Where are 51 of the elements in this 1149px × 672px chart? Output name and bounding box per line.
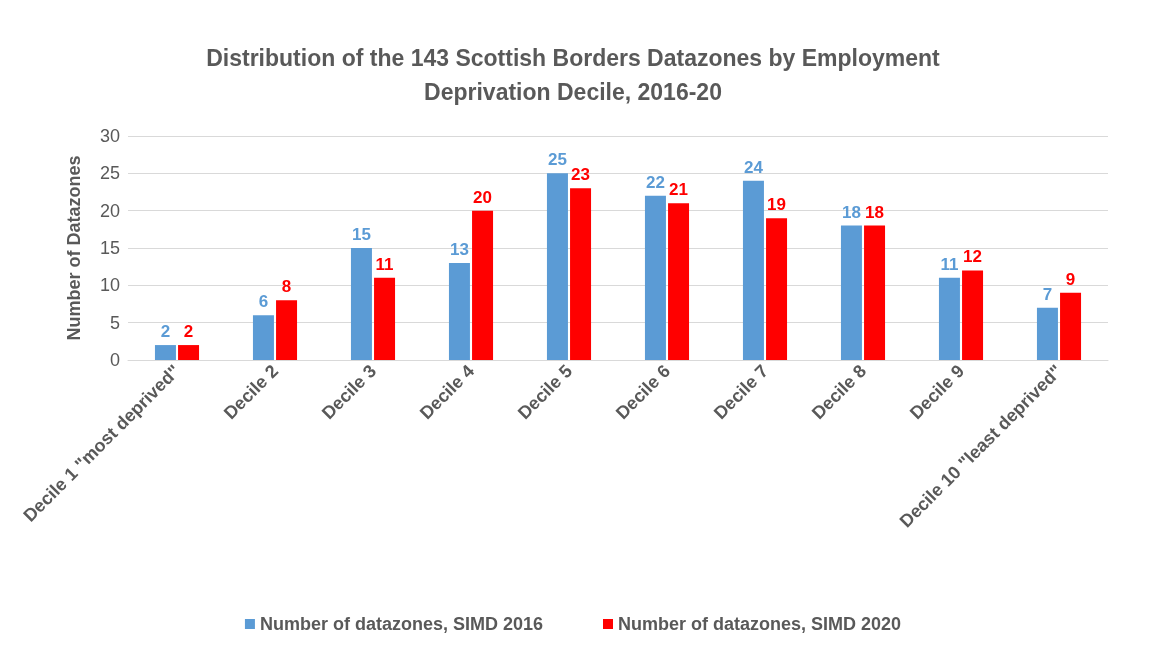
bar bbox=[546, 173, 568, 360]
data-label: 2 bbox=[183, 322, 194, 342]
y-tick-label: 0 bbox=[109, 350, 120, 370]
data-label: 24 bbox=[743, 157, 764, 177]
bar bbox=[938, 277, 960, 360]
bar bbox=[840, 225, 862, 360]
data-label: 19 bbox=[767, 195, 787, 215]
data-label: 2 bbox=[160, 322, 171, 342]
data-label: 15 bbox=[351, 225, 371, 244]
bar bbox=[154, 345, 176, 360]
bar bbox=[668, 203, 690, 360]
data-label: 18 bbox=[841, 202, 861, 222]
y-tick-label: 10 bbox=[99, 275, 120, 296]
bar bbox=[276, 300, 298, 360]
bar bbox=[1060, 292, 1082, 360]
y-tick-label: 20 bbox=[99, 200, 120, 221]
data-label: 7 bbox=[1042, 284, 1053, 304]
y-tick-label: 15 bbox=[99, 238, 120, 258]
legend-label: Number of datazones, SIMD 2016 bbox=[259, 614, 544, 634]
bar bbox=[374, 277, 396, 360]
data-label: 13 bbox=[449, 239, 469, 259]
bar bbox=[742, 180, 764, 360]
y-axis-title: Number of Datazones bbox=[64, 155, 84, 341]
data-label: 23 bbox=[571, 165, 591, 185]
bar bbox=[644, 195, 666, 360]
data-label: 6 bbox=[258, 292, 269, 312]
bar bbox=[962, 270, 984, 360]
bar bbox=[864, 225, 886, 360]
bar bbox=[350, 248, 372, 360]
data-label: 8 bbox=[281, 277, 292, 297]
data-label: 18 bbox=[865, 202, 885, 222]
data-label: 20 bbox=[473, 187, 493, 207]
bar bbox=[1036, 307, 1058, 360]
bar bbox=[178, 345, 200, 360]
bar bbox=[766, 218, 788, 360]
y-tick-label: 25 bbox=[99, 163, 120, 184]
y-tick-label: 5 bbox=[109, 312, 120, 333]
data-label: 21 bbox=[669, 180, 689, 200]
bar bbox=[252, 315, 274, 360]
bar bbox=[448, 262, 470, 360]
legend-label: Number of datazones, SIMD 2020 bbox=[618, 614, 902, 634]
data-label: 22 bbox=[645, 172, 665, 192]
data-label: 25 bbox=[547, 150, 567, 170]
data-label: 11 bbox=[940, 254, 959, 274]
data-label: 11 bbox=[375, 254, 394, 274]
bar bbox=[570, 188, 592, 360]
data-label: 12 bbox=[963, 247, 983, 267]
y-tick-label: 30 bbox=[99, 126, 120, 146]
data-label: 9 bbox=[1065, 269, 1076, 289]
chart-title: Distribution of the 143 Scottish Borders Datazones by Employment Deprivation Decile, 2016-20 bbox=[206, 45, 941, 105]
bar bbox=[472, 210, 494, 360]
